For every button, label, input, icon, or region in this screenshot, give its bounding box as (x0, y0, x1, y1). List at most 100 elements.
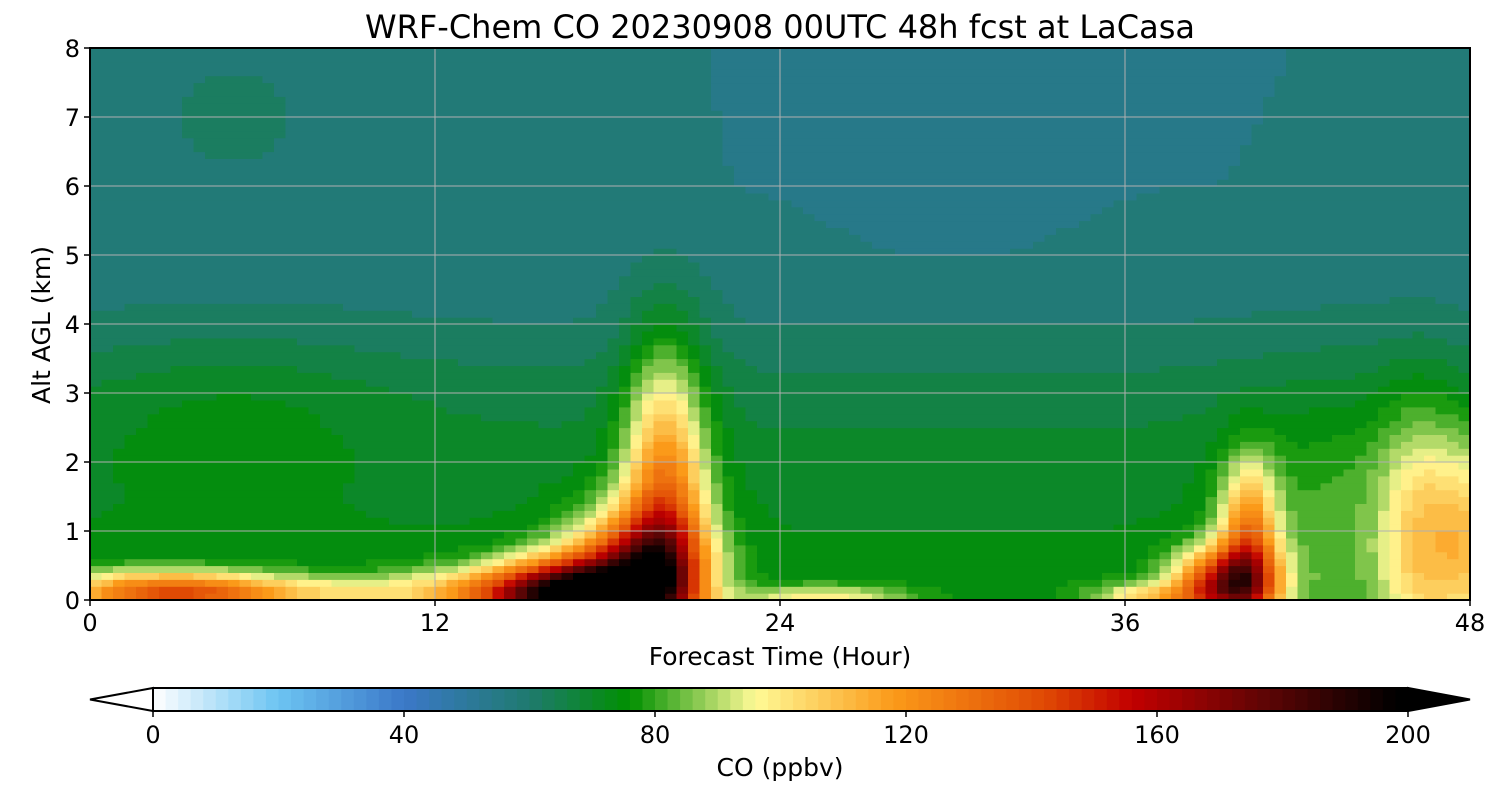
field-cell (504, 565, 517, 573)
field-cell (262, 441, 275, 449)
field-cell (262, 324, 275, 332)
field-cell (297, 110, 310, 118)
field-cell (768, 137, 781, 146)
field-cell (308, 130, 321, 139)
field-cell (400, 482, 413, 491)
field-cell (469, 462, 482, 470)
field-cell (619, 48, 632, 56)
field-cell (446, 199, 459, 208)
field-cell (469, 406, 482, 415)
field-cell (550, 330, 563, 339)
field-cell (262, 179, 275, 187)
field-cell (170, 462, 183, 470)
field-cell (757, 144, 770, 153)
field-cell (757, 462, 770, 470)
field-cell (377, 524, 390, 532)
field-cell (124, 386, 137, 394)
field-cell (584, 158, 597, 166)
field-cell (584, 75, 597, 84)
field-cell (90, 303, 103, 311)
field-cell (515, 227, 528, 235)
field-cell (308, 144, 321, 153)
field-cell (308, 358, 321, 366)
field-cell (216, 261, 229, 270)
field-cell (596, 89, 609, 97)
field-cell (469, 593, 482, 601)
field-cell (734, 324, 747, 332)
field-cell (412, 544, 425, 553)
field-cell (90, 241, 103, 249)
field-cell (389, 544, 402, 553)
field-cell (573, 117, 586, 125)
field-cell (676, 544, 689, 553)
field-cell (780, 241, 793, 249)
field-cell (136, 151, 149, 159)
field-cell (504, 337, 517, 346)
field-cell (228, 165, 241, 173)
field-cell (757, 213, 770, 222)
field-cell (642, 496, 655, 504)
field-cell (665, 503, 678, 511)
field-cell (688, 61, 701, 70)
field-cell (136, 282, 149, 291)
field-cell (584, 317, 597, 325)
field-cell (205, 399, 218, 408)
field-cell (699, 399, 712, 408)
field-cell (216, 455, 229, 463)
field-cell (515, 558, 528, 567)
field-cell (297, 427, 310, 435)
field-cell (331, 68, 344, 77)
field-cell (573, 537, 586, 546)
field-cell (458, 241, 471, 249)
field-cell (251, 158, 264, 166)
field-cell (285, 344, 298, 353)
field-cell (803, 531, 816, 539)
field-cell (320, 455, 333, 463)
field-cell (619, 365, 632, 373)
field-cell (147, 351, 160, 360)
field-cell (630, 303, 643, 311)
field-cell (699, 358, 712, 366)
field-cell (711, 282, 724, 291)
field-cell (182, 282, 195, 291)
field-cell (389, 593, 402, 601)
field-cell (320, 344, 333, 353)
field-cell (193, 54, 206, 63)
field-cell (366, 482, 379, 491)
field-cell (193, 337, 206, 346)
field-cell (297, 179, 310, 187)
field-cell (285, 289, 298, 297)
field-cell (251, 544, 264, 553)
field-cell (722, 296, 735, 304)
field-cell (550, 227, 563, 235)
field-cell (354, 475, 367, 484)
field-cell (768, 399, 781, 408)
field-cell (791, 441, 804, 449)
field-cell (113, 482, 126, 491)
field-cell (228, 475, 241, 484)
field-cell (435, 144, 448, 153)
field-cell (366, 96, 379, 104)
field-cell (193, 386, 206, 394)
field-cell (320, 96, 333, 104)
field-cell (699, 144, 712, 153)
field-cell (803, 462, 816, 470)
field-cell (458, 399, 471, 408)
field-cell (101, 179, 114, 187)
field-cell (550, 358, 563, 366)
field-cell (239, 137, 252, 146)
field-cell (596, 517, 609, 525)
field-cell (285, 151, 298, 159)
field-cell (665, 413, 678, 422)
field-cell (722, 579, 735, 587)
field-cell (561, 186, 574, 194)
field-cell (216, 551, 229, 560)
field-cell (699, 537, 712, 546)
field-cell (757, 227, 770, 235)
field-cell (354, 572, 367, 580)
field-cell (504, 96, 517, 104)
field-cell (630, 54, 643, 63)
field-cell (550, 172, 563, 180)
field-cell (159, 213, 172, 222)
field-cell (745, 324, 758, 332)
